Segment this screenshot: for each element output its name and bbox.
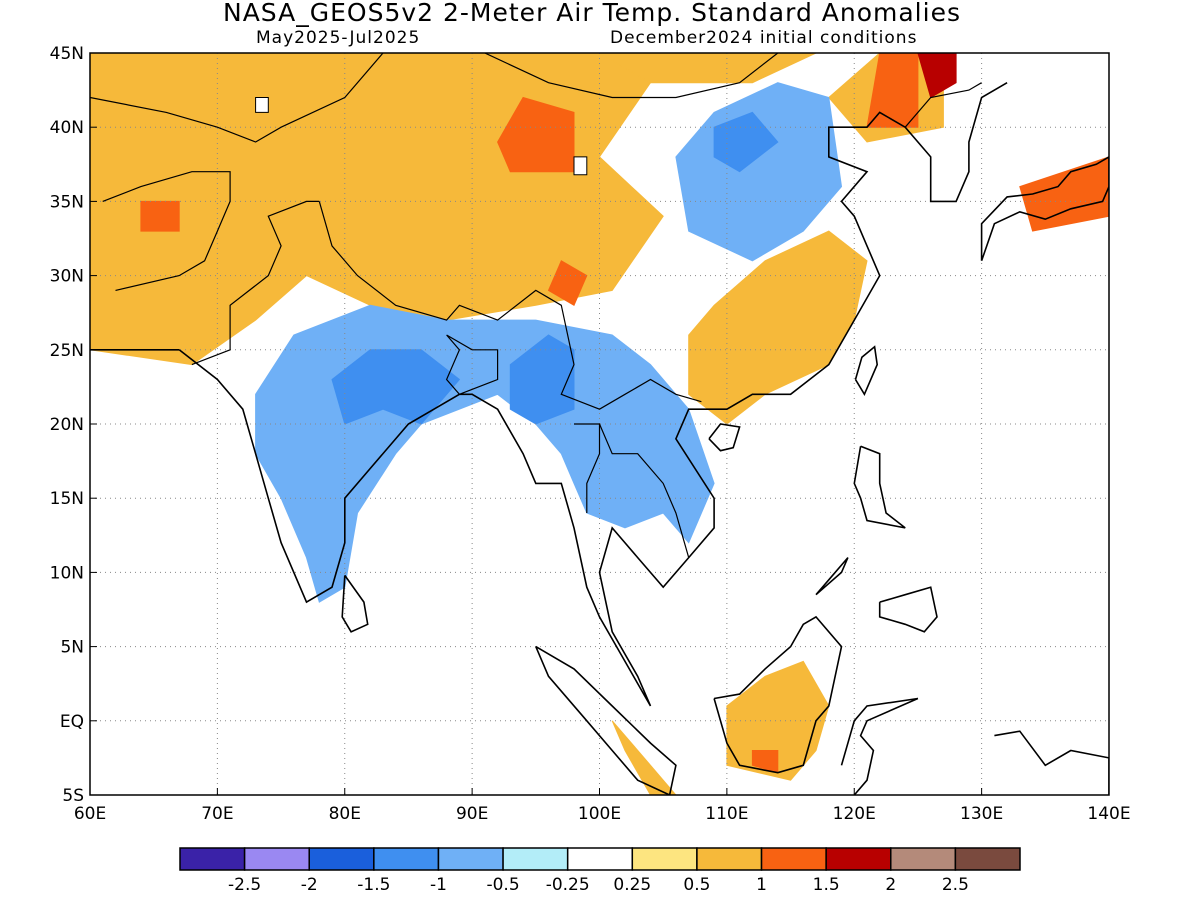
legend-label: -0.25 [546,875,590,895]
coastline-hainan [708,423,741,452]
legend-swatch [825,847,892,871]
tick-label-lat: EQ [60,712,84,732]
coastline-sumatra [535,645,677,795]
tick-label-lon: 60E [74,804,106,824]
anomaly-region-japan-hot [1019,156,1109,232]
anomaly-region-borneo-hot [751,750,779,774]
legend-swatch [308,847,375,871]
coastline-mindanao [878,586,938,633]
anomaly-region-korea-hot [866,53,919,128]
anomaly-region-south-china-warm [688,230,868,425]
legend-label: -0.5 [486,875,519,895]
axis-ticks: 60E 70E 80E 90E 100E 110E 120E 130E 140E 45N 40N 35… [50,44,1131,824]
legend-label: 2.5 [942,875,969,895]
legend-label: -2 [301,875,318,895]
legend-swatch [631,847,698,871]
anomaly-region-mongolia-warm [598,53,817,84]
legend-swatch [566,847,634,871]
anomaly-region-tibet-hot [497,96,575,173]
border-central-asia-1 [90,53,384,143]
coastline-sri-lanka [341,574,369,633]
legend-swatch [954,847,1021,871]
legend-swatch [373,847,440,871]
border-n-korea [904,82,982,128]
legend-swatch [696,847,763,871]
legend-label: 0.5 [683,875,710,895]
color-legend: -2.5 -2 -1.5 -1 -0.5 -0.25 0.25 0.5 1 1.5 2 2.5 [179,847,1021,895]
coastline-sulawesi [840,697,919,795]
anomaly-region-iran-hot [140,200,180,232]
tick-label-lon: 110E [705,804,748,824]
coastline-palawan [815,557,849,596]
anomaly-fill-layer [90,53,1109,795]
legend-swatch [179,847,246,871]
legend-swatch [502,847,569,871]
coastline-layer [90,53,1109,795]
tick-label-lon: 100E [578,804,621,824]
tick-label-lat: 15N [50,489,84,509]
legend-label: -1.5 [357,875,390,895]
legend-label: 1 [756,875,767,895]
anomaly-region-myanmar-cooler [509,334,575,425]
tick-label-lon: 70E [201,804,233,824]
border-afg-pak [102,171,231,291]
anomaly-region-india-cooler [331,349,461,425]
border-bangladesh [445,334,499,396]
anomaly-region-korea-very-hot [917,53,957,99]
tick-label-lat: 40N [50,118,84,138]
border-india-pak [191,200,320,366]
initial-conditions-subtitle: December2024 initial conditions [610,28,918,48]
legend-label: -1 [430,875,447,895]
tick-label-lat: 35N [50,192,84,212]
coastline-new-guinea [994,730,1109,795]
legend-swatch [760,847,827,871]
tick-label-lon: 130E [960,804,1003,824]
coastline-borneo [713,615,843,774]
tick-label-lat: 5N [60,638,84,658]
coastline-taiwan [854,345,879,397]
tick-label-lat: 20N [50,415,84,435]
border-mekong [598,423,690,558]
tick-label-lon: 90E [456,804,488,824]
blob-tarim-white [573,156,588,176]
legend-swatch [437,847,504,871]
legend-label: -2.5 [228,875,261,895]
tick-label-lat: 30N [50,267,84,287]
border-mongolia [484,53,780,99]
legend-label: 0.25 [613,875,651,895]
tick-label-lat: 10N [50,563,84,583]
tick-label-lon: 80E [329,804,361,824]
tick-label-lat: 45N [50,44,84,64]
season-subtitle: May2025-Jul2025 [256,28,421,48]
tick-label-lon: 140E [1087,804,1130,824]
anomaly-region-north-china-cool [675,82,843,262]
coastline-india [178,82,1008,707]
legend-swatch [243,847,310,871]
anomaly-region-sumatra-warm [611,720,677,795]
coastline-luzon [853,445,906,529]
border-himalaya [318,201,702,410]
tick-label-lon: 120E [833,804,876,824]
blob-aral-white [255,97,269,113]
tick-label-lat: 5S [62,786,84,806]
border-thailand [574,423,601,513]
tick-label-lat: 25N [50,341,84,361]
legend-label: 2 [885,875,896,895]
legend-swatch [890,847,957,871]
anomaly-region-yunnan-hot [547,260,588,307]
chart-title: NASA_GEOS5v2 2-Meter Air Temp. Standard … [223,0,961,27]
legend-label: 1.5 [813,875,840,895]
coastline-japan [980,155,1109,262]
